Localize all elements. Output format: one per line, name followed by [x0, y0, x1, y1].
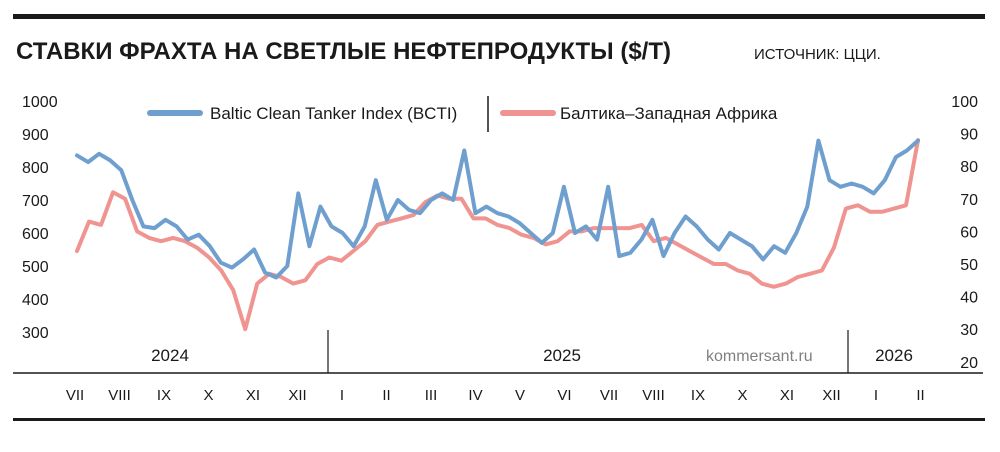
top-rule — [13, 14, 985, 19]
x-month-label: V — [515, 387, 525, 404]
chart-title: СТАВКИ ФРАХТА НА СВЕТЛЫЕ НЕФТЕПРОДУКТЫ (… — [16, 38, 671, 65]
y-right-tick-label: 70 — [960, 192, 978, 209]
x-month-label: X — [203, 387, 213, 404]
y-axis-right: 100 90 80 70 60 50 40 30 20 — [951, 94, 978, 372]
x-month-label: VI — [557, 387, 571, 404]
x-month-label: XII — [288, 387, 306, 404]
y-right-tick-label: 20 — [960, 355, 978, 372]
x-month-label: IV — [468, 387, 482, 404]
y-right-tick-label: 60 — [960, 224, 978, 241]
x-month-label: IX — [157, 387, 171, 404]
series-lines — [75, 138, 920, 332]
x-month-label: I — [340, 387, 344, 404]
x-month-label: VII — [600, 387, 618, 404]
series-line-bcti — [75, 138, 920, 280]
x-year-label: 2025 — [543, 346, 581, 365]
x-month-label: III — [425, 387, 438, 404]
x-month-label: II — [382, 387, 390, 404]
x-month-label: VIII — [642, 387, 665, 404]
bottom-rule — [13, 418, 985, 421]
y-right-tick-label: 40 — [960, 290, 978, 307]
y-left-tick-label: 400 — [22, 292, 49, 309]
x-month-label: II — [916, 387, 924, 404]
legend-label-bcti: Baltic Clean Tanker Index (BCTI) — [210, 104, 457, 123]
x-month-label: VIII — [108, 387, 131, 404]
watermark: kommersant.ru — [706, 348, 813, 365]
x-month-label: IX — [691, 387, 705, 404]
y-right-tick-label: 80 — [960, 159, 978, 176]
y-left-tick-label: 300 — [22, 325, 49, 342]
y-right-tick-label: 100 — [951, 94, 978, 111]
y-left-tick-label: 600 — [22, 226, 49, 243]
x-year-label: 2026 — [875, 346, 913, 365]
x-month-label: VII — [66, 387, 84, 404]
y-left-tick-label: 1000 — [22, 94, 58, 111]
x-year-label: 2024 — [151, 346, 189, 365]
y-left-tick-label: 700 — [22, 193, 49, 210]
x-axis-years: 2024 2025 2026 — [151, 346, 913, 365]
y-left-tick-label: 800 — [22, 160, 49, 177]
y-axis-left: 1000 900 800 700 600 500 400 300 — [22, 94, 58, 342]
legend-label-west-africa: Балтика–Западная Африка — [560, 104, 778, 123]
x-month-label: I — [874, 387, 878, 404]
chart-source: ИСТОЧНИК: ЦЦИ. — [754, 46, 881, 63]
x-month-label: XI — [780, 387, 794, 404]
x-month-label: X — [737, 387, 747, 404]
series-line-west-africa — [75, 138, 920, 332]
x-month-label: XI — [246, 387, 260, 404]
x-axis-months: VII VIII IX X XI XII I II III IV V VI VII VIII IX X XI XI… — [66, 387, 925, 404]
y-left-tick-label: 500 — [22, 259, 49, 276]
y-right-tick-label: 90 — [960, 127, 978, 144]
y-right-tick-label: 30 — [960, 322, 978, 339]
y-left-tick-label: 900 — [22, 127, 49, 144]
y-right-tick-label: 50 — [960, 257, 978, 274]
legend: Baltic Clean Tanker Index (BCTI) Балтика… — [147, 96, 778, 132]
x-month-label: XII — [822, 387, 840, 404]
